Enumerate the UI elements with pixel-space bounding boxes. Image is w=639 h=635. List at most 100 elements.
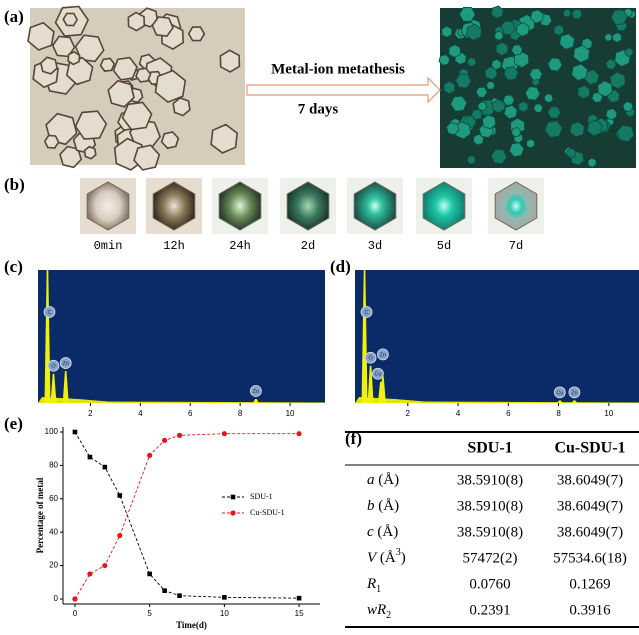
y-tick-label: 20: [49, 561, 58, 570]
x-tick-label: 10: [286, 409, 295, 418]
crystal-timeline: [80, 178, 544, 234]
peak-label: C: [47, 310, 51, 316]
x-tick-label: 6: [188, 409, 193, 418]
x-tick-label: 2: [406, 409, 411, 418]
subscript: 2: [386, 610, 391, 621]
subscript: 1: [376, 584, 381, 595]
x-tick-label: 8: [238, 409, 243, 418]
marker: [297, 596, 302, 601]
time-label: 0min: [94, 239, 123, 253]
x-tick-label: 5: [147, 609, 152, 618]
crystal: [45, 136, 59, 149]
crystal: [467, 156, 476, 164]
marker: [87, 571, 92, 576]
crystal: [136, 68, 151, 82]
plot-area: [38, 270, 325, 403]
marker: [177, 433, 182, 438]
legend-marker: [230, 510, 235, 515]
crystal: [604, 34, 612, 42]
peak-label: Zn: [62, 361, 68, 367]
marker: [162, 588, 167, 593]
crystal: [63, 13, 77, 25]
unit: (Å): [375, 498, 400, 514]
crystal: [493, 99, 505, 113]
column-header: Cu-SDU-1: [554, 440, 625, 457]
unit: ): [401, 550, 406, 566]
crystal: [625, 48, 633, 56]
crystal: [173, 98, 190, 116]
symbol: R: [366, 576, 376, 592]
crystal: [527, 139, 535, 148]
panel-label: (e): [4, 414, 23, 433]
marker: [222, 595, 227, 600]
x-tick-label: 6: [506, 409, 511, 418]
legend-label: SDU-1: [250, 492, 273, 501]
time-label: 7d: [509, 239, 523, 253]
unit: (Å): [375, 472, 400, 488]
crystal: [519, 101, 529, 112]
column-header: SDU-1: [467, 440, 512, 457]
crystal: [442, 26, 452, 37]
marker: [117, 493, 122, 498]
row-label: V (Å3): [367, 547, 406, 566]
y-tick-label: 0: [54, 594, 59, 603]
peak-label: Zn: [571, 390, 577, 396]
crystal: [449, 45, 460, 58]
cell: 0.3916: [569, 602, 611, 618]
marker: [72, 596, 77, 601]
x-tick-label: 8: [556, 409, 561, 418]
crystal: [554, 25, 563, 36]
unit: (Å): [374, 524, 399, 540]
cell: 38.6049(7): [557, 498, 623, 514]
panel-label: (c): [4, 257, 23, 276]
time-label: 12h: [163, 239, 185, 253]
crystal: [41, 57, 57, 74]
figure: (a) Metal-ion metathesis 7 days (b) (f) …: [0, 0, 639, 635]
y-tick-label: 80: [49, 461, 58, 470]
legend-label: Cu-SDU-1: [250, 508, 285, 517]
crystal: [101, 58, 115, 71]
symbol: wR: [367, 602, 386, 618]
cell: 57534.6(18): [553, 550, 627, 566]
cell: 57472(2): [463, 550, 518, 566]
cell: 0.2391: [469, 602, 510, 618]
y-tick-label: 40: [49, 527, 58, 536]
crystal: [544, 94, 553, 103]
crystal: [128, 13, 144, 31]
crystal: [220, 50, 239, 72]
row-label: a (Å): [367, 472, 399, 488]
panel-label: (a): [4, 7, 24, 26]
marker: [162, 438, 167, 443]
x-tick-label: 0: [73, 609, 78, 618]
x-tick-label: 2: [88, 409, 93, 418]
crystal: [534, 104, 543, 113]
x-tick-label: 4: [456, 409, 461, 418]
crystal: [588, 158, 596, 167]
row-label: c (Å): [367, 524, 398, 540]
peak-label: Cu: [556, 390, 563, 396]
marker: [147, 572, 152, 577]
peak-label: C: [365, 310, 369, 316]
marker: [177, 593, 182, 598]
time-label: 5d: [437, 239, 451, 253]
crystal: [152, 17, 173, 36]
marker: [103, 465, 108, 470]
cell: 0.1269: [569, 576, 610, 592]
cell: 0.0760: [469, 576, 510, 592]
plot-area: [355, 270, 639, 403]
crystal: [613, 33, 622, 43]
x-tick-label: 4: [138, 409, 143, 418]
crystal: [444, 81, 455, 94]
time-label: 3d: [368, 239, 382, 253]
cell: 38.5910(8): [457, 472, 523, 488]
time-label: 2d: [301, 239, 315, 253]
peak-label: O: [368, 356, 373, 362]
row-label: wR2: [367, 602, 391, 621]
row-label: R1: [366, 576, 381, 595]
table: SDU-1Cu-SDU-1a (Å)38.5910(8)38.6049(7)b …: [345, 432, 639, 627]
symbol: a: [367, 472, 375, 488]
arrow: [247, 78, 440, 102]
cell: 38.6049(7): [557, 524, 623, 540]
peak-label: Zn: [380, 352, 386, 358]
panel-label: (b): [4, 175, 25, 194]
